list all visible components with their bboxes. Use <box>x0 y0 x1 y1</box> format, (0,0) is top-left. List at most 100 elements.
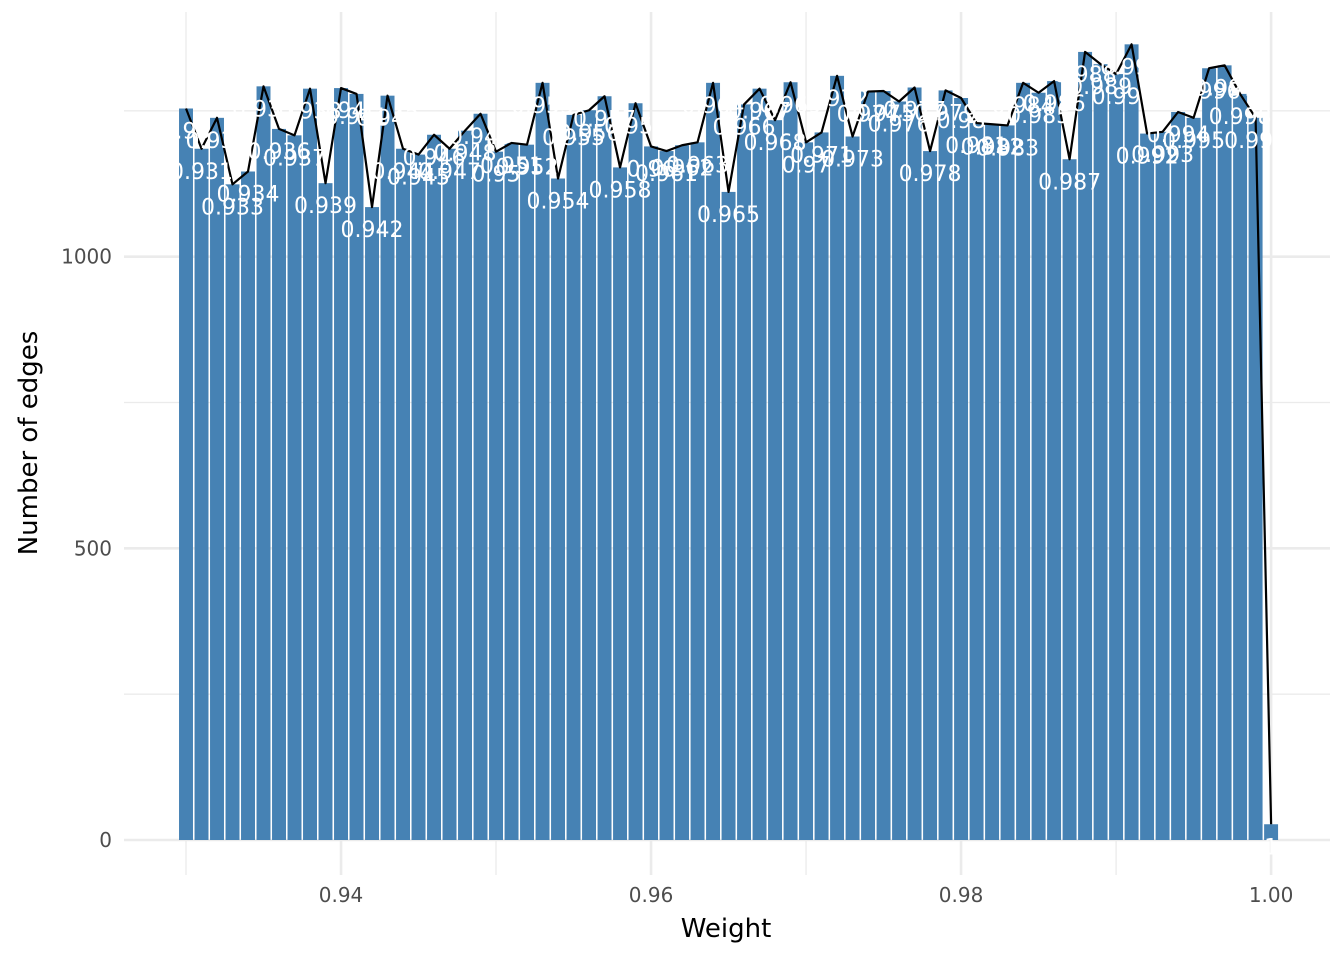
bar <box>799 142 814 841</box>
bar-label: 0.956 <box>558 121 621 146</box>
bar-label: 0.973 <box>821 148 884 173</box>
bar-label: 0.942 <box>341 218 404 243</box>
bar <box>427 134 442 840</box>
bar-label: 0.961 <box>635 162 698 187</box>
bar <box>628 103 643 840</box>
x-tick-label: 0.98 <box>939 883 984 907</box>
bar-label: 0.976 <box>868 113 931 138</box>
bar-label: 0.958 <box>589 178 652 203</box>
x-tick-label: 0.94 <box>319 883 364 907</box>
bar-label: 0.957 <box>573 107 636 132</box>
bar-label: 0.945 <box>387 166 450 191</box>
bar-label: 0.97 <box>782 153 831 178</box>
bar-label: 0.994 <box>1147 123 1210 148</box>
bar <box>210 117 224 841</box>
bars-layer <box>179 44 1279 841</box>
bar <box>969 123 984 841</box>
bar-label: 0.933 <box>201 195 264 220</box>
bar <box>241 171 255 840</box>
bar-label: 0.987 <box>1038 170 1101 195</box>
bar <box>923 151 938 841</box>
bar-label: 0.997 <box>1193 76 1256 101</box>
bar-label: 0.955 <box>542 126 605 151</box>
bar <box>1155 131 1170 841</box>
bar-label: 0.934 <box>217 183 280 208</box>
bar-label: 0.938 <box>279 100 342 125</box>
bar <box>613 167 628 840</box>
bar <box>690 142 705 841</box>
bar-label: 0.96 <box>627 157 676 182</box>
bar-label: 0.94 <box>317 99 366 124</box>
bar-label: 0.963 <box>666 153 729 178</box>
y-tick-label: 500 <box>74 536 112 560</box>
bar-label: 0.95 <box>472 163 521 188</box>
bar <box>334 88 348 841</box>
bar-label: 0.947 <box>418 160 481 185</box>
bar-label: 0.983 <box>976 136 1039 161</box>
bar-label: 0.969 <box>759 93 822 118</box>
bar-label: 0.935 <box>232 97 295 122</box>
bar-label: 0.98 <box>937 109 986 134</box>
bar <box>1233 93 1248 840</box>
bar <box>411 154 426 841</box>
bar <box>303 88 317 840</box>
bar-label: 0.954 <box>527 190 590 215</box>
bar-label: 0.943 <box>356 107 419 132</box>
bar-label: 0.993 <box>1131 143 1194 168</box>
bar <box>1217 65 1232 841</box>
bar-label: 0.949 <box>449 125 512 150</box>
bar <box>194 148 209 840</box>
bar <box>551 178 566 840</box>
frequency-line-layer <box>184 43 1273 825</box>
bar-label: 0.939 <box>294 194 357 219</box>
bar <box>1047 81 1062 841</box>
bar-label: 0.999 <box>1224 129 1287 154</box>
bar-label: 0.971 <box>790 143 853 168</box>
bar-label: 0.991 <box>1100 55 1163 80</box>
bar <box>520 144 535 840</box>
bar <box>1000 125 1015 840</box>
x-axis-title: Weight <box>681 914 772 944</box>
bar-label: 0.968 <box>744 131 807 156</box>
bar <box>504 142 519 840</box>
bar <box>861 91 876 841</box>
bar-label: 0.952 <box>496 156 559 181</box>
bar <box>938 90 953 840</box>
bar <box>1124 44 1139 841</box>
bar-label: 0.992 <box>1116 145 1179 170</box>
bar-label: 0.988 <box>1054 63 1117 88</box>
bar-label: 0.977 <box>883 99 946 124</box>
bar <box>1016 82 1031 841</box>
bar-label: 0.995 <box>1162 129 1225 154</box>
bar-label: 0.989 <box>1069 75 1132 100</box>
bar <box>1140 133 1155 841</box>
bar <box>1186 117 1201 841</box>
x-tick-label: 0.96 <box>629 883 674 907</box>
bar <box>318 183 333 840</box>
bar <box>1031 92 1046 840</box>
bar <box>814 132 829 840</box>
bar <box>659 151 674 841</box>
bar-label: 0.982 <box>961 135 1024 160</box>
bar-label: 1 <box>1264 835 1278 860</box>
bar-label: 0.931 <box>170 160 233 185</box>
bar <box>489 151 504 840</box>
bar <box>1093 64 1108 840</box>
bar <box>954 98 969 840</box>
bar <box>644 146 659 840</box>
bar <box>566 114 581 840</box>
tick-labels-layer: 0.94 0.96 0.98 1.00 0 500 1000 <box>61 245 1293 907</box>
bar-label: 0.944 <box>372 160 435 185</box>
bar <box>349 93 364 840</box>
bar <box>907 87 922 840</box>
bar <box>768 120 783 840</box>
bar-label: 0.948 <box>434 142 497 167</box>
bar <box>1248 117 1263 841</box>
bar-label: 0.974 <box>837 103 900 128</box>
bar <box>985 124 1000 840</box>
bar-label: 0.978 <box>899 162 962 187</box>
bar <box>1109 74 1124 841</box>
